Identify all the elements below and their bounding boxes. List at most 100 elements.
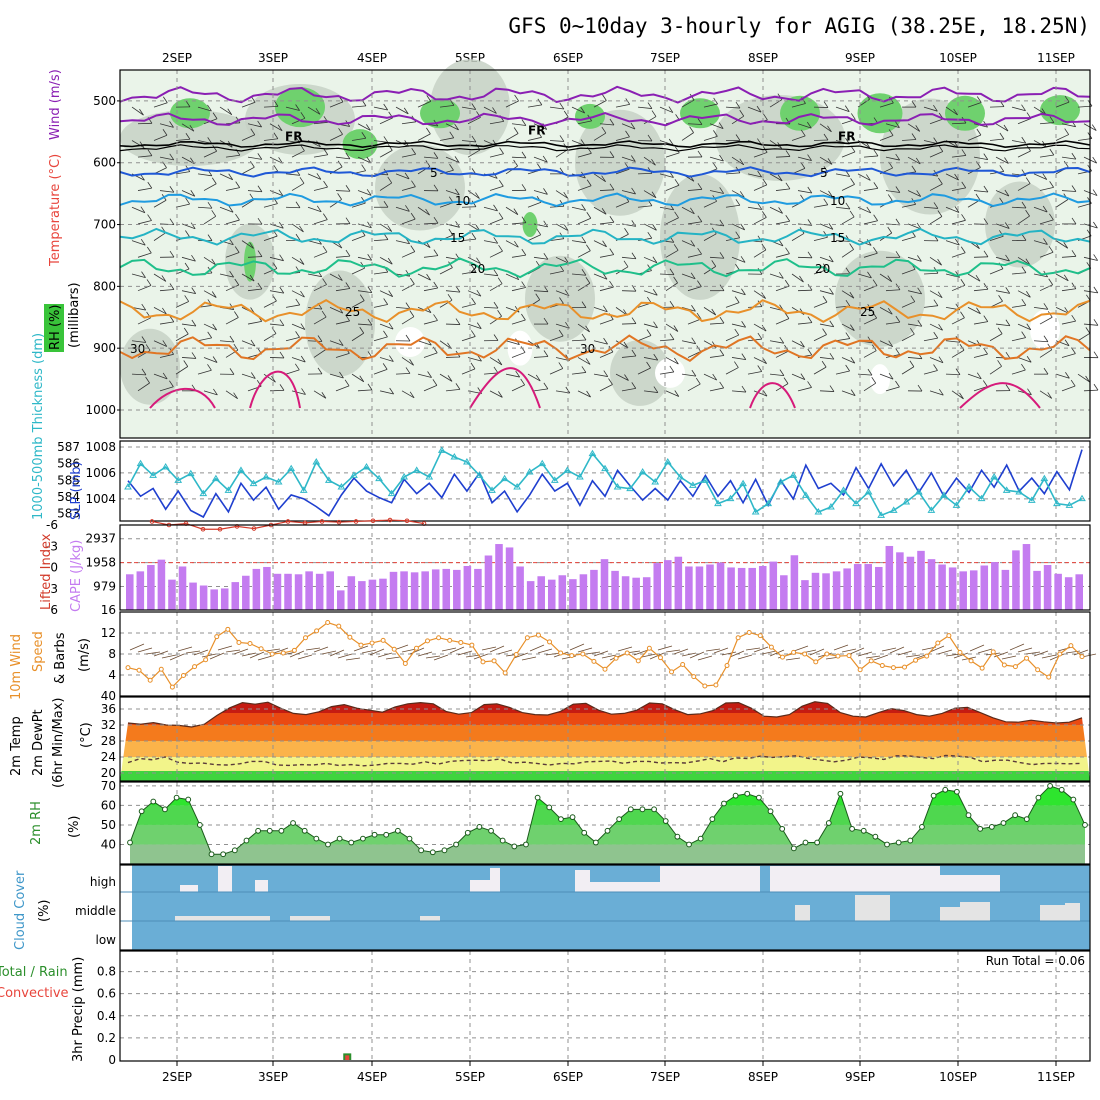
high-cloud-gap [660,866,760,892]
isotherm-label: 5 [820,166,828,180]
wind-speed-marker [680,662,686,667]
wind-barb [1017,183,1031,191]
wind-barb-flag [455,318,461,325]
wind-barb [775,285,790,292]
wind-barb-flag [631,349,637,357]
wind-barb-flag [447,375,453,382]
wind-barb-flag [250,339,256,347]
wind-barb [857,273,872,279]
thickness-marker [864,488,873,495]
wind-barb-flag [983,218,989,225]
wind-barb-flag [866,174,871,181]
cape-bar [231,582,240,610]
wind-barb-flag [185,133,191,140]
wind-barb-flag [139,108,144,116]
wind-barb [153,340,167,347]
wind-barb-flag [162,372,168,380]
wind-barb [615,136,630,141]
wind-barb-flag [937,258,942,266]
wind-barb-flag [433,184,439,192]
wind-barb-flag [651,191,657,198]
wind-barb-flag [449,164,454,171]
wind-barb-flag [955,368,961,375]
rh-marker [348,839,355,846]
thickness-marker [186,469,195,477]
rh-marker [406,835,413,842]
cape-bar [326,571,334,610]
precip-tick-label: 0 [108,1053,116,1067]
wind-barb [373,368,388,375]
wind-barb [263,300,277,308]
wind-barb [527,104,542,108]
wind-barb-flag [652,289,658,296]
wind-barb-flag [497,277,503,284]
wind-barb [665,249,679,258]
wind-barb-flag [345,314,350,322]
wind-barb [593,132,607,141]
wind-barb [681,132,694,141]
wind-barb [489,283,503,292]
run-total: Run Total = 0.06 [986,954,1085,968]
wind-barb-flag [1005,384,1011,391]
rh-marker [138,808,145,815]
wind-speed-marker [791,649,797,655]
wind-barb-flag [585,277,591,284]
wind-barb-flag [448,228,454,236]
wind-barb-flag [586,212,592,219]
wind-barb [725,334,739,342]
thickness-marker [613,483,622,490]
wind-barb [593,307,608,313]
cape-bar [558,575,567,610]
cape-bar [368,579,377,610]
precip-ticks: 0.80.60.40.20 [97,965,116,1067]
thickness-marker [927,506,936,513]
wind-barb-flag [691,337,697,344]
wind-barb [549,106,564,110]
wind-barb-flag [823,133,829,141]
wind-barb-flag [734,296,740,303]
cape-bar [284,573,292,610]
wind10m-barb [1009,643,1025,651]
wind10m-barb [529,644,545,652]
wind-barb [835,206,850,210]
wind-barb-flag [911,100,917,108]
wind-barb [307,106,321,115]
cape-bar [1043,565,1052,610]
wind-barb-flag [300,290,305,298]
wind-barb-flag [476,289,482,297]
rh-marker [231,847,238,854]
wind-barb-flag [829,288,834,295]
wind-barb [527,136,542,141]
wind-barb-flag [366,124,371,131]
wind-barb [687,286,702,292]
rh-marker [953,788,960,795]
wind-barb [467,323,482,330]
wind-barb [929,323,943,331]
wind-barb-flag [191,319,197,327]
wind-barb [269,290,284,294]
wind-barb-flag [674,179,680,186]
wind-barb-flag [609,151,615,158]
wind-barb-flag [718,122,724,129]
wind-barb [329,101,344,108]
wind-barb-flag [432,379,438,386]
wind-barb [555,323,570,329]
temp-tick-label: 28 [101,734,116,748]
thickness-marker [714,499,722,507]
wind-barb [769,273,784,279]
wind-barb [153,373,168,380]
wind10m-barb [585,651,601,655]
thickness-marker [965,483,973,490]
isotherm-label: 30 [580,342,595,356]
wind-barb-flag [609,118,615,126]
wind-barb [593,340,608,345]
rh-marker [895,839,902,846]
wind-barb-flag [917,287,922,295]
wind-speed-marker [413,645,419,651]
rh-marker [127,839,133,846]
wind-barb-flag [653,353,659,361]
wind-barb [247,321,262,325]
top-date-label: 11SEP [1037,51,1075,65]
wind-barb-flag [735,199,741,206]
cape-bar [969,570,978,610]
